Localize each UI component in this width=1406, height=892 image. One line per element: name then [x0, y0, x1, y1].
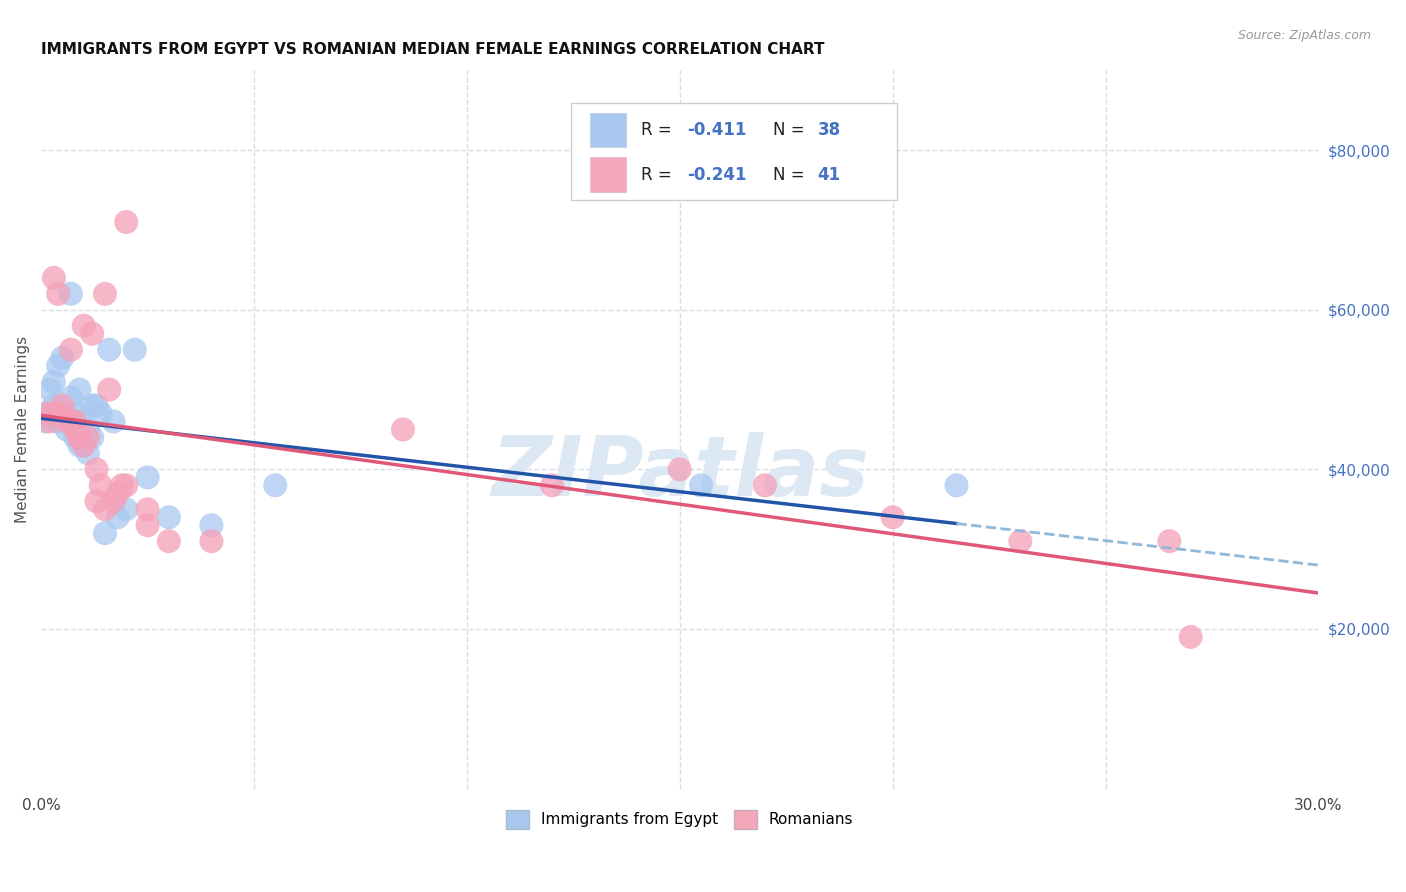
Point [668, 462, 690, 476]
Point [882, 510, 904, 524]
Point [67, 430, 90, 444]
Point [136, 470, 159, 484]
Point [157, 510, 180, 524]
Point [115, 215, 138, 229]
Point [107, 510, 129, 524]
Point [690, 478, 713, 492]
Point [42, 271, 65, 285]
Point [945, 478, 967, 492]
Point [754, 478, 776, 492]
FancyBboxPatch shape [571, 103, 897, 200]
Point [38, 383, 60, 397]
Point [1159, 534, 1181, 549]
Point [42, 399, 65, 413]
Point [90, 478, 112, 492]
Point [392, 422, 415, 436]
Point [63, 422, 86, 436]
Text: -0.241: -0.241 [688, 166, 747, 184]
Point [59, 286, 82, 301]
Point [124, 343, 146, 357]
Point [157, 534, 180, 549]
Point [82, 399, 104, 413]
Point [541, 478, 564, 492]
Point [63, 407, 86, 421]
Point [94, 502, 117, 516]
Point [63, 415, 86, 429]
Bar [591, 157, 626, 192]
Text: ZIPatlas: ZIPatlas [491, 432, 869, 513]
Point [200, 518, 222, 533]
Point [59, 391, 82, 405]
Point [55, 407, 77, 421]
Point [98, 383, 121, 397]
Point [1010, 534, 1032, 549]
Y-axis label: Median Female Earnings: Median Female Earnings [15, 336, 30, 523]
Text: N =: N = [773, 121, 810, 139]
Point [136, 518, 159, 533]
Point [51, 407, 73, 421]
Text: 38: 38 [818, 121, 841, 139]
Point [73, 438, 96, 452]
Text: IMMIGRANTS FROM EGYPT VS ROMANIAN MEDIAN FEMALE EARNINGS CORRELATION CHART: IMMIGRANTS FROM EGYPT VS ROMANIAN MEDIAN… [41, 42, 824, 57]
Point [42, 375, 65, 389]
Point [55, 422, 77, 436]
Point [1180, 630, 1202, 644]
Bar [591, 112, 626, 147]
Point [38, 407, 60, 421]
Point [38, 415, 60, 429]
Point [34, 407, 56, 421]
Point [51, 351, 73, 365]
Text: N =: N = [773, 166, 810, 184]
Point [63, 430, 86, 444]
Point [73, 318, 96, 333]
Point [67, 415, 90, 429]
Point [46, 415, 69, 429]
Point [42, 407, 65, 421]
Point [67, 430, 90, 444]
Text: -0.411: -0.411 [688, 121, 747, 139]
Legend: Immigrants from Egypt, Romanians: Immigrants from Egypt, Romanians [501, 804, 859, 835]
Point [55, 415, 77, 429]
Point [98, 343, 121, 357]
Point [90, 407, 112, 421]
Point [73, 430, 96, 444]
Point [94, 526, 117, 541]
Text: R =: R = [641, 166, 678, 184]
Point [59, 415, 82, 429]
Point [107, 486, 129, 500]
Point [86, 399, 108, 413]
Text: 41: 41 [818, 166, 841, 184]
Point [103, 494, 125, 508]
Point [46, 359, 69, 373]
Point [77, 446, 100, 460]
Point [51, 399, 73, 413]
Point [77, 422, 100, 436]
Point [115, 502, 138, 516]
Point [136, 502, 159, 516]
Point [59, 343, 82, 357]
Point [103, 415, 125, 429]
Text: R =: R = [641, 121, 678, 139]
Text: Source: ZipAtlas.com: Source: ZipAtlas.com [1237, 29, 1371, 42]
Point [264, 478, 287, 492]
Point [94, 286, 117, 301]
Point [86, 462, 108, 476]
Point [77, 430, 100, 444]
Point [111, 478, 134, 492]
Point [73, 438, 96, 452]
Point [67, 383, 90, 397]
Point [82, 430, 104, 444]
Point [86, 494, 108, 508]
Point [34, 415, 56, 429]
Point [115, 478, 138, 492]
Point [67, 438, 90, 452]
Point [200, 534, 222, 549]
Point [82, 326, 104, 341]
Point [46, 286, 69, 301]
Point [51, 407, 73, 421]
